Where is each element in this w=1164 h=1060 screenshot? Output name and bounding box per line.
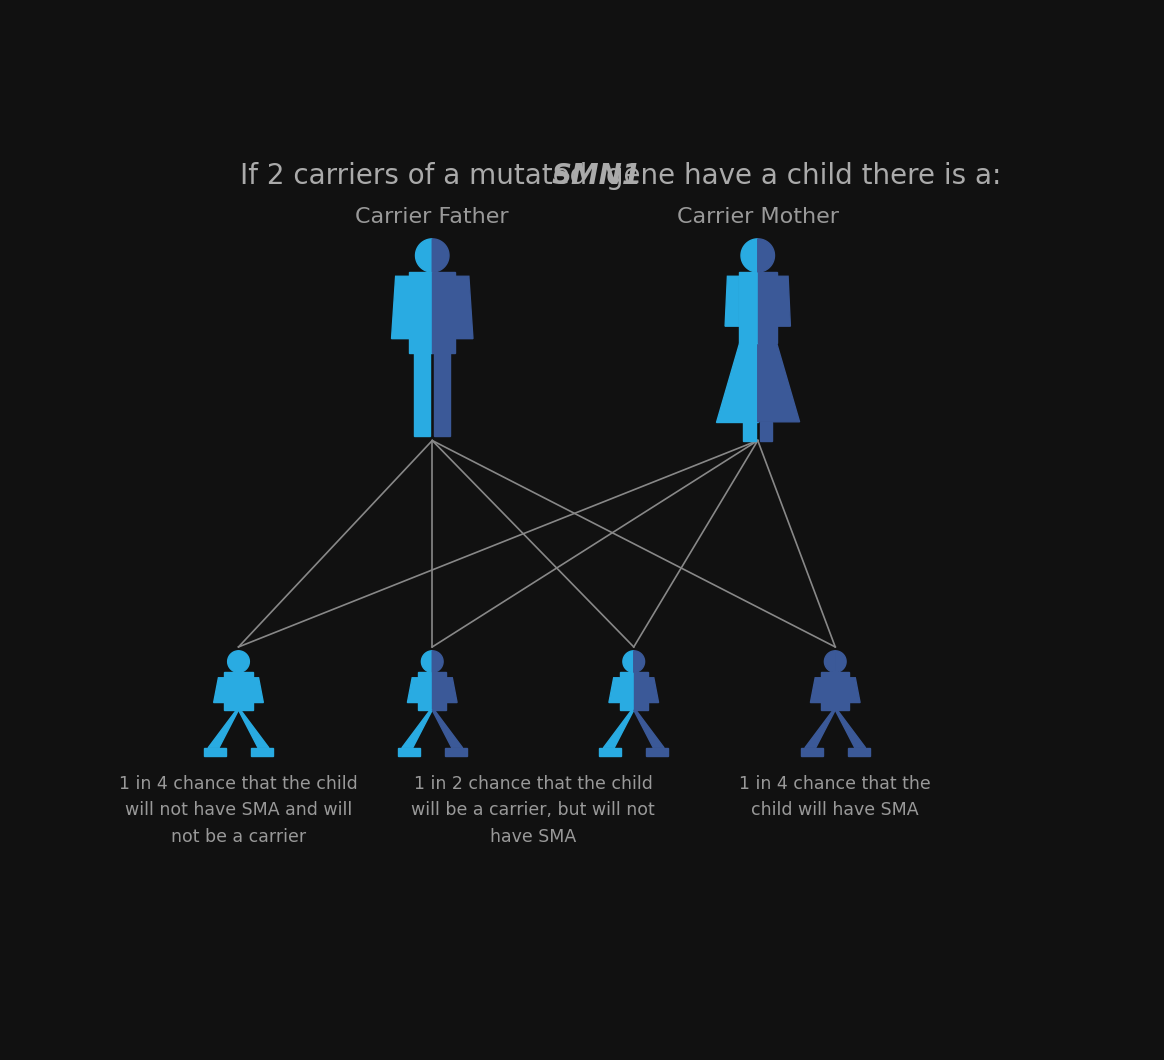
Polygon shape: [432, 651, 443, 672]
Polygon shape: [623, 651, 633, 672]
Polygon shape: [208, 710, 239, 747]
Text: SMN1: SMN1: [552, 162, 641, 190]
Polygon shape: [416, 238, 432, 272]
Polygon shape: [648, 677, 659, 703]
Polygon shape: [836, 672, 850, 710]
Polygon shape: [251, 747, 274, 757]
Polygon shape: [446, 677, 457, 703]
Polygon shape: [432, 672, 446, 710]
Polygon shape: [228, 651, 239, 672]
Polygon shape: [239, 672, 253, 710]
Polygon shape: [410, 272, 432, 353]
Polygon shape: [414, 353, 431, 437]
Polygon shape: [398, 747, 420, 757]
Polygon shape: [725, 277, 739, 326]
Polygon shape: [619, 672, 633, 710]
Polygon shape: [850, 677, 860, 703]
Polygon shape: [801, 747, 823, 757]
Polygon shape: [432, 272, 455, 353]
Polygon shape: [402, 710, 432, 747]
Text: 1 in 4 chance that the
child will have SMA: 1 in 4 chance that the child will have S…: [739, 775, 931, 819]
Polygon shape: [432, 710, 462, 747]
Polygon shape: [821, 672, 836, 710]
Polygon shape: [253, 677, 263, 703]
Polygon shape: [646, 747, 668, 757]
Polygon shape: [836, 710, 866, 747]
Polygon shape: [739, 272, 758, 342]
Polygon shape: [804, 710, 836, 747]
Polygon shape: [741, 238, 758, 272]
Text: Carrier Father: Carrier Father: [355, 208, 509, 227]
Polygon shape: [434, 353, 450, 437]
Polygon shape: [455, 277, 473, 338]
Polygon shape: [758, 238, 774, 272]
Polygon shape: [599, 747, 622, 757]
Polygon shape: [214, 677, 225, 703]
Polygon shape: [758, 342, 800, 422]
Polygon shape: [445, 747, 467, 757]
Text: 1 in 4 chance that the child
will not have SMA and will
not be a carrier: 1 in 4 chance that the child will not ha…: [119, 775, 357, 846]
Text: 1 in 2 chance that the child
will be a carrier, but will not
have SMA: 1 in 2 chance that the child will be a c…: [411, 775, 655, 846]
Polygon shape: [776, 277, 790, 326]
Polygon shape: [418, 672, 432, 710]
Polygon shape: [758, 272, 776, 342]
Polygon shape: [633, 651, 645, 672]
Polygon shape: [824, 651, 836, 672]
Polygon shape: [633, 710, 665, 747]
Polygon shape: [760, 422, 773, 441]
Text: Carrier Mother: Carrier Mother: [676, 208, 839, 227]
Polygon shape: [633, 672, 648, 710]
Polygon shape: [391, 277, 410, 338]
Polygon shape: [609, 677, 619, 703]
Polygon shape: [239, 710, 269, 747]
Polygon shape: [225, 672, 239, 710]
Text: If 2 carriers of a mutated: If 2 carriers of a mutated: [241, 162, 597, 190]
Polygon shape: [743, 422, 755, 441]
Polygon shape: [603, 710, 633, 747]
Polygon shape: [716, 342, 758, 422]
Polygon shape: [204, 747, 226, 757]
Polygon shape: [239, 651, 249, 672]
Polygon shape: [836, 651, 846, 672]
Text: gene have a child there is a:: gene have a child there is a:: [597, 162, 1001, 190]
Polygon shape: [421, 651, 432, 672]
Polygon shape: [810, 677, 821, 703]
Polygon shape: [847, 747, 870, 757]
Polygon shape: [432, 238, 449, 272]
Polygon shape: [407, 677, 418, 703]
